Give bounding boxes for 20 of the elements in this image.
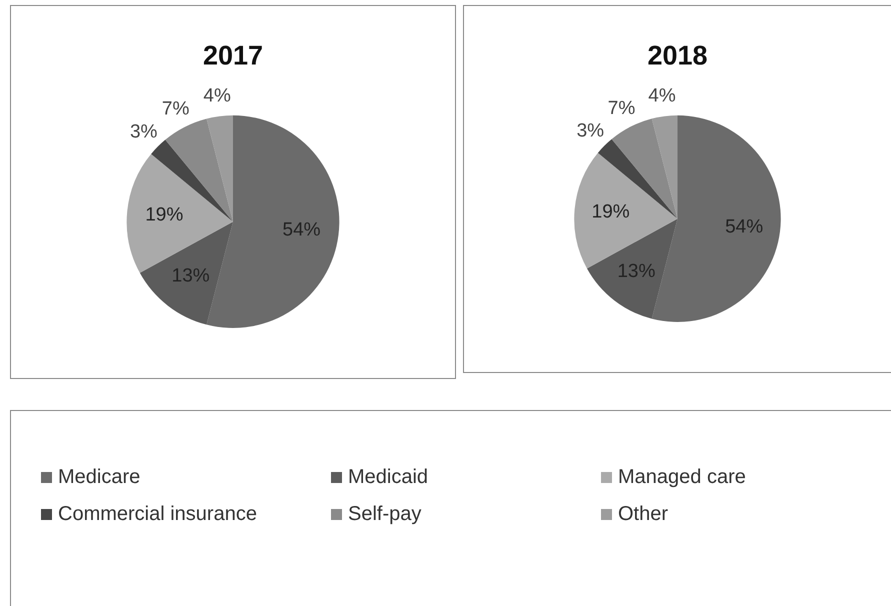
data-label: 4% — [648, 86, 676, 107]
data-label: 3% — [576, 120, 604, 142]
legend-label: Managed care — [618, 466, 746, 489]
data-label: 13% — [172, 266, 210, 287]
data-label: 7% — [608, 98, 636, 120]
data-label: 54% — [725, 216, 764, 238]
legend-label: Commercial insurance — [58, 503, 257, 526]
chart-title: 2018 — [647, 40, 708, 71]
data-label: 13% — [617, 260, 656, 282]
legend-label: Medicaid — [348, 466, 428, 489]
data-label: 7% — [162, 98, 190, 120]
data-label: 19% — [145, 204, 184, 226]
legend-label: Other — [618, 503, 668, 526]
data-label: 54% — [282, 220, 321, 241]
data-label: 3% — [130, 122, 158, 143]
chart-title: 2017 — [202, 40, 264, 71]
data-label: 4% — [203, 86, 232, 107]
data-label: 19% — [592, 202, 630, 223]
legend-label: Self-pay — [348, 503, 422, 526]
legend-label: Medicare — [58, 466, 140, 489]
